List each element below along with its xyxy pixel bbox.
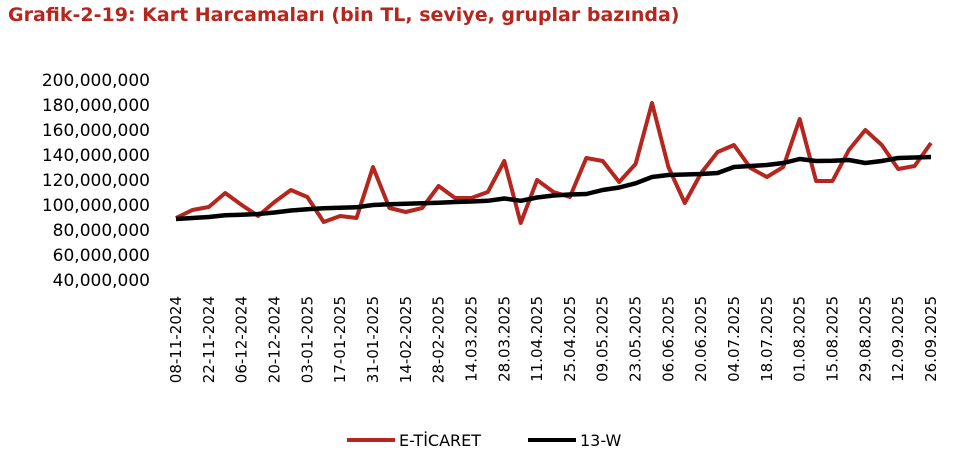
legend-label: E-TİCARET bbox=[399, 431, 481, 450]
y-tick-label: 180,000,000 bbox=[42, 96, 150, 116]
x-tick-label: 12.09.2025 bbox=[889, 296, 907, 382]
x-tick-label: 28.03.2025 bbox=[495, 296, 513, 382]
x-tick-label: 23.05.2025 bbox=[627, 296, 645, 382]
y-tick-label: 200,000,000 bbox=[42, 71, 150, 91]
series-line-13w bbox=[175, 154, 932, 222]
y-tick-label: 100,000,000 bbox=[42, 196, 150, 216]
x-tick-label: 14-02-2025 bbox=[397, 296, 415, 383]
x-tick-label: 18.07.2025 bbox=[758, 296, 776, 382]
x-tick-label: 29.08.2025 bbox=[856, 296, 874, 382]
x-tick-label: 20-12-2024 bbox=[265, 296, 283, 383]
x-tick-label: 06-12-2024 bbox=[233, 296, 251, 383]
x-tick-label: 22-11-2024 bbox=[200, 296, 218, 383]
x-tick-label: 06.06.2025 bbox=[659, 296, 677, 382]
y-tick-label: 40,000,000 bbox=[53, 271, 150, 291]
legend-label: 13-W bbox=[580, 431, 621, 450]
series-line-e-ticaret bbox=[175, 101, 933, 225]
x-tick-label: 04.07.2025 bbox=[725, 296, 743, 382]
x-tick-label: 31-01-2025 bbox=[364, 296, 382, 383]
y-tick-label: 140,000,000 bbox=[42, 146, 150, 166]
x-tick-label: 20.06.2025 bbox=[692, 296, 710, 382]
x-tick-label: 11.04.2025 bbox=[528, 296, 546, 382]
y-tick-label: 160,000,000 bbox=[42, 121, 150, 141]
x-tick-label: 01.08.2025 bbox=[791, 296, 809, 382]
x-tick-label: 09.05.2025 bbox=[594, 296, 612, 382]
x-tick-label: 14.03.2025 bbox=[462, 296, 480, 382]
x-tick-label: 17-01-2025 bbox=[331, 296, 349, 383]
x-tick-label: 28-02-2025 bbox=[430, 296, 448, 383]
y-tick-label: 120,000,000 bbox=[42, 171, 150, 191]
x-tick-label: 15.08.2025 bbox=[824, 296, 842, 382]
y-tick-label: 60,000,000 bbox=[53, 246, 150, 266]
chart-title: Grafik-2-19: Kart Harcamaları (bin TL, s… bbox=[8, 4, 680, 26]
y-tick-label: 80,000,000 bbox=[53, 221, 150, 241]
x-tick-label: 08-11-2024 bbox=[167, 296, 185, 383]
x-tick-label: 03-01-2025 bbox=[298, 296, 316, 383]
x-tick-label: 25.04.2025 bbox=[561, 296, 579, 382]
x-tick-label: 26.09.2025 bbox=[922, 296, 940, 382]
